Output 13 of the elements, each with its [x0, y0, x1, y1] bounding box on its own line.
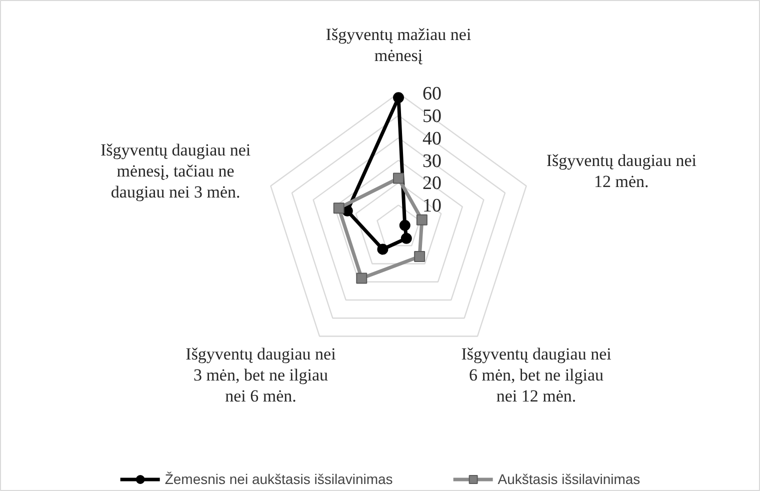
- y-tick-label: 30: [422, 150, 442, 172]
- legend-label: Aukštasis išsilavinimas: [498, 471, 640, 487]
- spoke-label: Išgyventų daugiau nei 3 mėn, bet ne ilgiau nei 6 mėn.: [186, 344, 336, 406]
- y-tick-label: 40: [422, 128, 442, 150]
- y-tick-label: 20: [422, 173, 442, 194]
- spoke-label: Išgyventų daugiau nei mėnesį, tačiau ne daugiau nei 3 mėn.: [100, 140, 251, 202]
- spoke-label: Išgyventų daugiau nei 6 mėn, bet ne ilgiau nei 12 mėn.: [461, 344, 612, 406]
- y-tick-label: 10: [422, 196, 442, 217]
- spoke-label: Išgyventų mažiau nei mėnesį: [326, 25, 472, 66]
- spoke-label: Išgyventų daugiau nei 12 mėn.: [546, 151, 697, 192]
- legend-label: Žemesnis nei aukštasis išsilavinimas: [164, 471, 393, 487]
- y-tick-label: 60: [422, 84, 442, 105]
- y-tick-label: 50: [422, 106, 442, 127]
